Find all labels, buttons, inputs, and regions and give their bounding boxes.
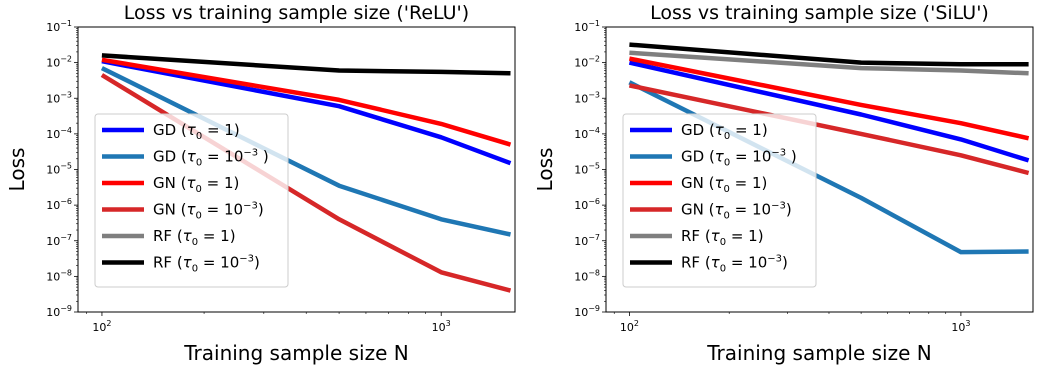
y-tick-label: 10−1 [46, 19, 72, 34]
y-tick-label: 10−7 [574, 233, 600, 248]
x-tick-label: 103 [951, 319, 970, 334]
legend: GD (τ0 = 1)GD (τ0 = 10−3 )GN (τ0 = 1)GN … [623, 114, 816, 287]
x-axis-label: Training sample size N [183, 341, 408, 365]
y-tick-label: 10−3 [574, 90, 600, 105]
y-tick-label: 10−9 [46, 304, 72, 319]
x-tick-label: 103 [432, 319, 451, 334]
x-tick-label: 102 [92, 319, 111, 334]
x-tick-label: 102 [620, 319, 639, 334]
chart-panel-2: 10−1 10−2 10−3 10−4 10−5 10−6 10−7 10−8 10−9 102 1… [533, 2, 1033, 365]
chart-title: Loss vs training sample size ('SiLU') [650, 2, 989, 24]
y-axis-label: Loss [5, 148, 29, 192]
y-tick-label: 10−4 [574, 126, 600, 141]
y-tick-label: 10−8 [46, 268, 72, 283]
y-tick-label: 10−1 [574, 19, 600, 34]
y-tick-label: 10−6 [46, 197, 72, 212]
y-tick-label: 10−4 [46, 126, 72, 141]
y-axis-label: Loss [533, 148, 557, 192]
x-axis-label: Training sample size N [706, 341, 931, 365]
chart-title: Loss vs training sample size ('ReLU') [124, 2, 469, 24]
y-tick-label: 10−5 [574, 162, 600, 177]
y-tick-label: 10−7 [46, 233, 72, 248]
y-tick-label: 10−8 [574, 268, 600, 283]
y-tick-label: 10−9 [574, 304, 600, 319]
legend: GD (τ0 = 1)GD (τ0 = 10−3 )GN (τ0 = 1)GN … [95, 114, 288, 287]
y-tick-label: 10−6 [574, 197, 600, 212]
y-tick-label: 10−5 [46, 162, 72, 177]
y-tick-label: 10−2 [574, 55, 600, 70]
y-tick-label: 10−3 [46, 90, 72, 105]
chart-panel-1: 10−1 10−2 10−3 10−4 10−5 10−6 10−7 10−8 10−9 102 1… [5, 2, 515, 365]
y-tick-label: 10−2 [46, 55, 72, 70]
